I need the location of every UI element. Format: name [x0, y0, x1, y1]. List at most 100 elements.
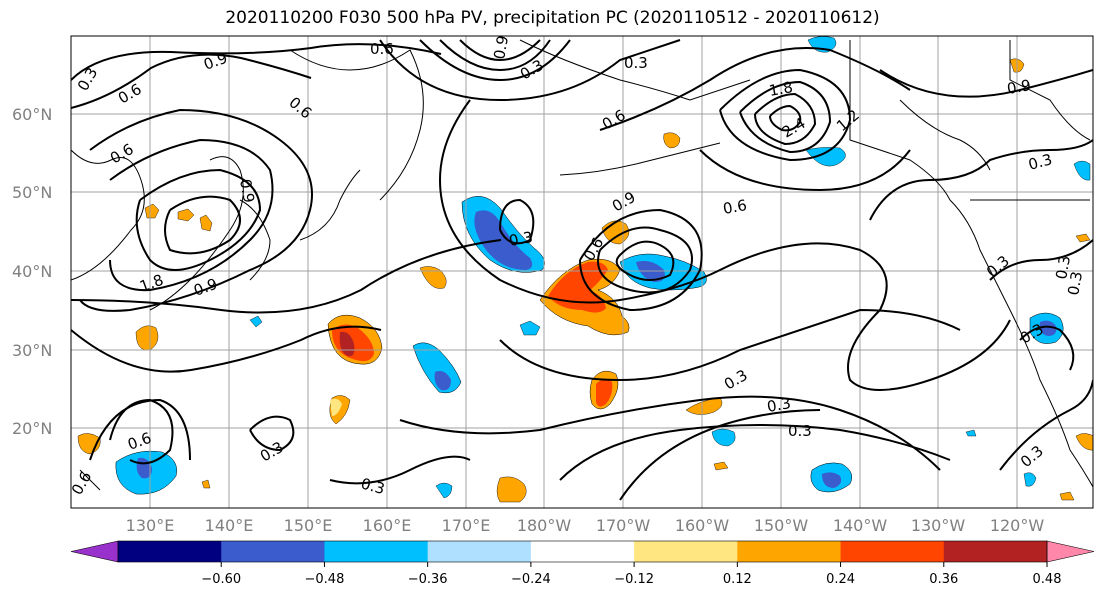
- coastline-asia: [71, 149, 145, 281]
- colorbar-tick-label: −0.24: [511, 572, 551, 587]
- pv-contour: [419, 39, 571, 82]
- pv-contour: [438, 99, 1011, 391]
- colorbar: −0.60 −0.48 −0.36 −0.24 −0.12 0.12 0.24 0.36 0.4…: [70, 540, 1095, 587]
- pv-contour: [619, 409, 821, 501]
- contour-label: 0.3: [508, 228, 535, 250]
- chart-title: 2020110200 F030 500 hPa PV, precipitatio…: [225, 8, 880, 28]
- contour-label: 1.8: [768, 78, 795, 100]
- precip-blob: [435, 482, 453, 499]
- coastline-philippines: [79, 469, 101, 491]
- lon-label: 120°W: [990, 516, 1045, 535]
- lon-label: 140°E: [205, 516, 254, 535]
- precip-blob: [1075, 433, 1093, 451]
- precip-blob: [519, 320, 541, 336]
- pv-contour: [89, 398, 191, 461]
- pv-contour: [754, 92, 817, 146]
- lat-label: 40°N: [12, 262, 52, 281]
- precip-blob: [201, 479, 211, 489]
- coastline-honshu: [239, 199, 271, 281]
- lon-label: 150°W: [754, 516, 809, 535]
- pv-contour: [869, 139, 1093, 221]
- contour-label: 0.3: [1052, 254, 1074, 281]
- lat-label: 30°N: [12, 341, 52, 360]
- contour-label: 0.6: [370, 40, 394, 58]
- pv-contour: [379, 39, 681, 102]
- colorbar-frame: [117, 540, 1048, 563]
- precip-blob: [199, 214, 213, 232]
- precip-blob: [1073, 160, 1091, 181]
- pv-contour: [71, 43, 442, 81]
- precip-blob: [144, 203, 160, 219]
- colorbar-segment: [943, 541, 1048, 562]
- contour-label: 0.9: [236, 178, 258, 205]
- pv-contour: [615, 240, 675, 281]
- pv-contour: [329, 455, 471, 485]
- pv-contour: [164, 195, 241, 255]
- precip-blob: [419, 266, 447, 289]
- pv-contour: [999, 379, 1093, 471]
- pv-contour: [459, 39, 541, 62]
- contour-label: 0.9: [1006, 76, 1033, 98]
- pv-contour: [1019, 325, 1075, 371]
- lon-label: 130°W: [911, 516, 966, 535]
- lat-label: 60°N: [12, 105, 52, 124]
- colorbar-segment: [840, 541, 945, 562]
- coastline-kuril: [299, 169, 361, 241]
- colorbar-tick-label: −0.60: [201, 572, 241, 587]
- coastline-alaska: [899, 99, 991, 171]
- colorbar-extension-max: [1046, 540, 1095, 563]
- precip-blob: [663, 132, 681, 149]
- lon-label: 160°E: [363, 516, 412, 535]
- contour-label: 0.3: [359, 474, 387, 498]
- pv-contour: [79, 108, 313, 312]
- colorbar-segment: [427, 541, 532, 562]
- contour-label: 0.3: [788, 422, 812, 440]
- precip-blob: [434, 371, 451, 391]
- precip-blob: [713, 461, 729, 471]
- coastline-aleutians: [559, 142, 721, 176]
- pv-contour: [879, 69, 1093, 98]
- colorbar-tick-label: −0.12: [614, 572, 654, 587]
- precip-blob: [1075, 233, 1091, 243]
- contour-label: 0.3: [1026, 150, 1054, 174]
- lon-label: 130°E: [126, 516, 175, 535]
- pv-contour: [439, 39, 551, 72]
- colorbar-segment: [530, 541, 635, 562]
- pv-contour: [499, 308, 961, 382]
- pv-contour: [399, 395, 941, 471]
- border-canada: [1009, 40, 1091, 141]
- longitude-labels: 130°E 140°E 150°E 160°E 170°E 180°W 170°…: [126, 516, 1045, 535]
- precip-blob: [474, 210, 533, 270]
- colorbar-tick-label: 0.36: [929, 572, 958, 587]
- precip-blob: [965, 429, 977, 437]
- precip-blob: [711, 428, 736, 447]
- pv-contour: [71, 325, 382, 373]
- colorbar-segment: [634, 541, 738, 562]
- precip-blob: [135, 325, 159, 351]
- pv-contour: [499, 198, 535, 245]
- colorbar-tick-label: 0.12: [723, 572, 752, 587]
- lon-label: 180°W: [517, 516, 572, 535]
- precip-blob: [805, 147, 846, 167]
- precip-blob: [249, 315, 263, 328]
- pv-contour: [71, 239, 502, 314]
- coastline-bering: [519, 39, 751, 101]
- lon-label: 140°W: [833, 516, 888, 535]
- pv-contour: [109, 138, 274, 292]
- lon-label: 160°W: [675, 516, 730, 535]
- pv-contour: [699, 149, 911, 192]
- colorbar-segment: [737, 541, 842, 562]
- pv-contour: [599, 47, 911, 131]
- precip-blob: [330, 398, 342, 416]
- colorbar-tick-label: −0.36: [408, 572, 448, 587]
- coastlines: [71, 39, 1093, 491]
- precip-blob: [822, 472, 842, 488]
- colorbar-segment: [118, 541, 222, 562]
- lon-label: 170°W: [596, 516, 651, 535]
- coastline-kamchatka: [289, 49, 424, 201]
- precip-blob: [177, 208, 195, 222]
- colorbar-segment: [221, 541, 325, 562]
- precip-blob: [596, 379, 613, 407]
- contour-label: 0.3: [624, 54, 648, 72]
